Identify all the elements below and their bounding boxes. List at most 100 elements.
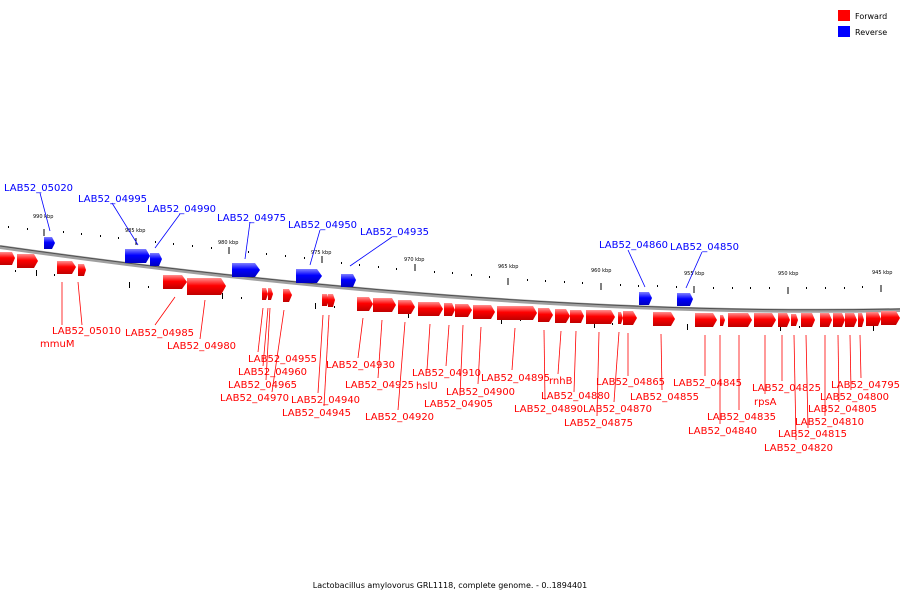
gene-label: LAB52_04815 [778, 429, 847, 440]
gene-label: LAB52_04875 [564, 418, 633, 429]
gene-label: LAB52_04995 [78, 194, 147, 205]
gene-arrow-forward [858, 313, 864, 327]
gene-label: LAB52_04910 [412, 368, 481, 379]
gene-label: rpsA [754, 397, 777, 408]
gene-arrow-forward [754, 313, 776, 327]
gene-arrow-reverse [677, 293, 693, 306]
gene-arrow-forward [728, 313, 752, 327]
gene-label: LAB52_04905 [424, 399, 493, 410]
scale-ticks: 990 kbp 985 kbp 980 kbp 975 kbp 970 kbp … [33, 214, 892, 294]
tick-label: 990 kbp [33, 214, 53, 220]
gene-label: LAB52_04855 [630, 392, 699, 403]
gene-label: LAB52_04895 [481, 373, 550, 384]
gene-arrow-forward [778, 313, 790, 327]
gene-arrow-reverse [125, 249, 150, 263]
legend: Forward Reverse [838, 10, 887, 37]
genome-caption: Lactobacillus amylovorus GRL1118, comple… [313, 581, 587, 590]
gene-arrow-forward [791, 314, 798, 326]
gene-label: LAB52_04805 [808, 404, 877, 415]
reverse-leader-lines [39, 192, 703, 289]
gene-label: LAB52_04835 [707, 412, 776, 423]
gene-label: LAB52_04990 [147, 204, 216, 215]
tick-label: 950 kbp [778, 271, 798, 277]
gene-arrow-forward [398, 300, 415, 314]
tick-label: 985 kbp [125, 228, 145, 234]
gene-label: LAB52_04985 [125, 328, 194, 339]
minor-ticks-upper [8, 226, 863, 289]
gene-arrow-forward [473, 305, 495, 319]
gene-arrow-forward [881, 311, 900, 325]
gene-label: LAB52_04840 [688, 426, 757, 437]
gene-arrow-reverse [44, 237, 55, 249]
gene-arrow-forward [623, 311, 637, 325]
gene-arrow-forward [163, 275, 187, 289]
gene-arrow-forward [618, 312, 623, 324]
legend-forward-swatch [838, 10, 850, 21]
tick-label: 975 kbp [311, 250, 331, 256]
forward-leader-lines [61, 281, 862, 441]
gene-label: LAB52_04935 [360, 227, 429, 238]
gene-label: LAB52_04960 [238, 367, 307, 378]
gene-arrow-forward [653, 312, 675, 326]
gene-label: LAB52_04800 [820, 392, 889, 403]
gene-label: LAB52_04795 [831, 380, 900, 391]
reverse-genes [44, 237, 693, 306]
gene-arrow-forward [283, 289, 292, 302]
gene-arrow-forward [328, 294, 335, 307]
gene-arrow-forward [187, 278, 226, 295]
gene-arrow-forward [833, 313, 845, 327]
gene-label: LAB52_04820 [764, 443, 833, 454]
gene-label: LAB52_04940 [291, 395, 360, 406]
gene-arrow-forward [555, 309, 570, 323]
gene-arrow-forward [444, 303, 455, 316]
gene-arrow-forward [373, 298, 396, 312]
gene-label: mmuM [40, 339, 74, 350]
gene-arrow-reverse [232, 263, 260, 277]
gene-label: LAB52_04845 [673, 378, 742, 389]
tick-label: 960 kbp [591, 268, 611, 274]
gene-label: LAB52_04880 [541, 391, 610, 402]
gene-label: rnhB [549, 376, 573, 387]
gene-label: LAB52_05020 [4, 183, 73, 194]
gene-label: LAB52_04925 [345, 380, 414, 391]
gene-arrow-reverse [296, 269, 322, 283]
gene-label: LAB52_04860 [599, 240, 668, 251]
gene-label: LAB52_04975 [217, 213, 286, 224]
gene-label: LAB52_04865 [596, 377, 665, 388]
legend-reverse-swatch [838, 26, 850, 37]
gene-arrow-forward [0, 252, 15, 265]
gene-arrow-forward [570, 310, 584, 323]
legend-forward-label: Forward [855, 12, 887, 21]
genome-backbone [0, 245, 900, 313]
gene-arrow-forward [695, 313, 717, 327]
legend-reverse-label: Reverse [855, 28, 887, 37]
gene-arrow-forward [262, 288, 268, 300]
gene-arrow-forward [801, 313, 815, 327]
gene-label: LAB52_04955 [248, 354, 317, 365]
tick-label: 980 kbp [218, 240, 238, 246]
gene-arrow-forward [322, 294, 329, 306]
gene-label: LAB52_04850 [670, 242, 739, 253]
gene-arrow-forward [845, 313, 857, 327]
gene-label: LAB52_04970 [220, 393, 289, 404]
gene-arrow-forward [78, 264, 86, 276]
gene-arrow-forward [455, 304, 472, 317]
gene-label: LAB52_04950 [288, 220, 357, 231]
gene-label: LAB52_04965 [228, 380, 297, 391]
tick-label: 970 kbp [404, 257, 424, 263]
gene-arrow-forward [268, 288, 273, 300]
gene-label: LAB52_04980 [167, 341, 236, 352]
gene-arrow-forward [17, 254, 38, 268]
gene-arrow-forward [820, 313, 832, 327]
gene-arrow-forward [497, 306, 537, 320]
tick-label: 945 kbp [872, 270, 892, 276]
tick-label: 955 kbp [684, 271, 704, 277]
gene-label: LAB52_04920 [365, 412, 434, 423]
gene-label: LAB52_04900 [446, 387, 515, 398]
gene-arrow-reverse [639, 292, 652, 305]
gene-label: hslU [416, 381, 438, 392]
gene-label: LAB52_04930 [326, 360, 395, 371]
gene-label: LAB52_05010 [52, 326, 121, 337]
forward-labels: LAB52_05010 mmuM LAB52_04985 LAB52_04980… [40, 326, 900, 454]
gene-label: LAB52_04890 [514, 404, 583, 415]
